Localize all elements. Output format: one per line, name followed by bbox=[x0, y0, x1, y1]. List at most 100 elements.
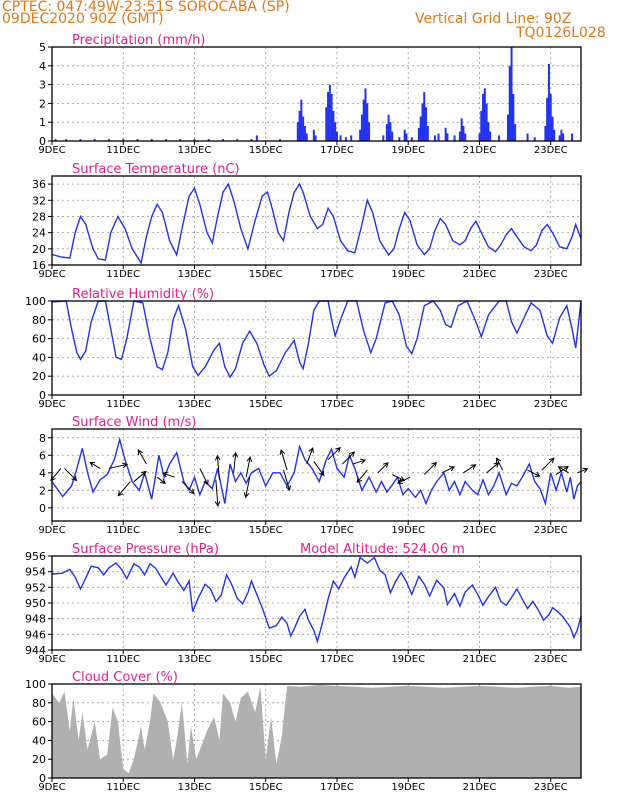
p0-bar bbox=[278, 139, 281, 141]
p0-bar bbox=[506, 114, 509, 141]
p3-wind-arrow bbox=[341, 451, 355, 465]
p5-xtick-label: 17DEC bbox=[320, 782, 354, 793]
p5-xtick-label: 9DEC bbox=[38, 782, 65, 793]
p3-wind-arrow bbox=[356, 469, 368, 483]
p3-wind-arrowhead bbox=[89, 461, 96, 467]
p0-bar bbox=[444, 127, 447, 141]
p2-xtick-label: 17DEC bbox=[320, 399, 354, 410]
p3-wind-arrowhead bbox=[356, 477, 363, 483]
p0-bar bbox=[426, 125, 429, 141]
p3-wind-arrowhead bbox=[285, 485, 292, 492]
p1-xtick-label: 19DEC bbox=[391, 269, 425, 280]
p3-wind-arrow bbox=[486, 462, 499, 474]
p2-frame bbox=[51, 300, 582, 396]
p0-bar bbox=[327, 92, 330, 141]
p4-ytick-label: 956 bbox=[25, 550, 46, 563]
p3-wind-arrowhead bbox=[137, 449, 143, 456]
p4-ytick-label: 948 bbox=[25, 613, 46, 626]
p2-ytick-label: 80 bbox=[32, 314, 46, 327]
p2-ytick-label: 100 bbox=[25, 295, 46, 308]
p3-wind-arrow bbox=[108, 463, 128, 469]
p0-bar bbox=[122, 139, 125, 141]
p0-bar bbox=[533, 137, 536, 141]
p0-bar bbox=[221, 139, 224, 141]
p0-ytick-label: 5 bbox=[39, 41, 46, 54]
p3-wind-arrowhead bbox=[308, 447, 314, 454]
p0-title: Precipitation (mm/h) bbox=[72, 33, 205, 48]
p5-xtick-label: 19DEC bbox=[391, 782, 425, 793]
p0-bar bbox=[512, 94, 515, 141]
p0-xtick-label: 17DEC bbox=[320, 145, 354, 156]
p5-ytick-label: 0 bbox=[39, 772, 46, 785]
p0-bar bbox=[478, 133, 481, 141]
p3-wind-arrow bbox=[397, 476, 411, 484]
p3-wind-arrow bbox=[133, 471, 147, 482]
p3-wind-arrowhead bbox=[117, 490, 124, 497]
p0-bar bbox=[300, 99, 303, 141]
p0-bar bbox=[423, 92, 426, 141]
p0-bar bbox=[425, 107, 428, 141]
p2-title: Relative Humidity (%) bbox=[72, 287, 214, 302]
p2-xtick-label: 15DEC bbox=[249, 399, 283, 410]
p3-ytick-label: 0 bbox=[39, 502, 46, 515]
p0-bar bbox=[93, 139, 96, 141]
p0-bar bbox=[136, 139, 139, 141]
p0-bar bbox=[514, 124, 517, 141]
p0-bar bbox=[464, 133, 467, 141]
p1-xtick-label: 21DEC bbox=[463, 269, 497, 280]
p1-ytick-label: 24 bbox=[32, 227, 46, 240]
p0-bar bbox=[558, 135, 561, 141]
p0-bar bbox=[344, 137, 347, 141]
p0-bar bbox=[547, 63, 550, 141]
p0-xtick-label: 9DEC bbox=[38, 145, 65, 156]
p0-bar bbox=[334, 122, 337, 141]
p5-cloud-area bbox=[52, 684, 581, 778]
p0-bar bbox=[54, 139, 57, 141]
p4-ytick-label: 954 bbox=[25, 566, 46, 579]
p3-wind-arrowhead bbox=[449, 466, 456, 472]
p0-xtick-label: 19DEC bbox=[391, 145, 425, 156]
p3-wind-arrow bbox=[463, 464, 476, 474]
p0-bar bbox=[421, 103, 424, 141]
p4-xtick-label: 17DEC bbox=[320, 654, 354, 665]
p3-wind-arrow bbox=[527, 469, 540, 477]
p1-ytick-label: 16 bbox=[32, 259, 46, 272]
p4-xtick-label: 23DEC bbox=[534, 654, 568, 665]
p3-xtick-label: 21DEC bbox=[463, 525, 497, 536]
p3-wind-arrow bbox=[245, 457, 251, 478]
p3-wind-arrowhead bbox=[470, 464, 477, 470]
p0-bar bbox=[360, 114, 363, 141]
p1-ytick-label: 20 bbox=[32, 243, 46, 256]
p0-bar bbox=[255, 135, 258, 141]
p0-bar bbox=[453, 135, 456, 141]
p0-bar bbox=[328, 84, 331, 141]
header-datetime: 09DEC2020 90Z (GMT) bbox=[2, 11, 164, 27]
p5-title: Cloud Cover (%) bbox=[72, 670, 178, 685]
p3-wind-arrow bbox=[577, 468, 588, 474]
p0-ytick-label: 0 bbox=[39, 135, 46, 148]
p0-bar bbox=[437, 133, 440, 141]
p0-bar bbox=[107, 139, 110, 141]
p0-bar bbox=[296, 122, 299, 141]
p3-wind-arrow bbox=[352, 459, 366, 465]
p0-bar bbox=[325, 107, 328, 141]
p1-xtick-label: 15DEC bbox=[249, 269, 283, 280]
p5-ytick-label: 80 bbox=[32, 697, 46, 710]
p3-series-line bbox=[51, 436, 582, 507]
p0-bar bbox=[487, 122, 490, 141]
p0-bar bbox=[480, 110, 483, 141]
p2-xtick-label: 19DEC bbox=[391, 399, 425, 410]
p5-xtick-label: 11DEC bbox=[106, 782, 140, 793]
p3-wind-arrowhead bbox=[71, 475, 78, 482]
p1-xtick-label: 17DEC bbox=[320, 269, 354, 280]
p0-frame bbox=[51, 46, 582, 142]
p3-xtick-label: 19DEC bbox=[391, 525, 425, 536]
p3-frame bbox=[51, 428, 582, 522]
p3-wind-arrow bbox=[423, 462, 437, 475]
p3-wind-arrowhead bbox=[563, 465, 569, 472]
p2-xtick-label: 13DEC bbox=[178, 399, 212, 410]
p0-ytick-label: 1 bbox=[39, 116, 46, 129]
p0-bar bbox=[250, 139, 253, 141]
p1-ytick-label: 36 bbox=[32, 178, 46, 191]
p0-bar bbox=[236, 139, 239, 141]
